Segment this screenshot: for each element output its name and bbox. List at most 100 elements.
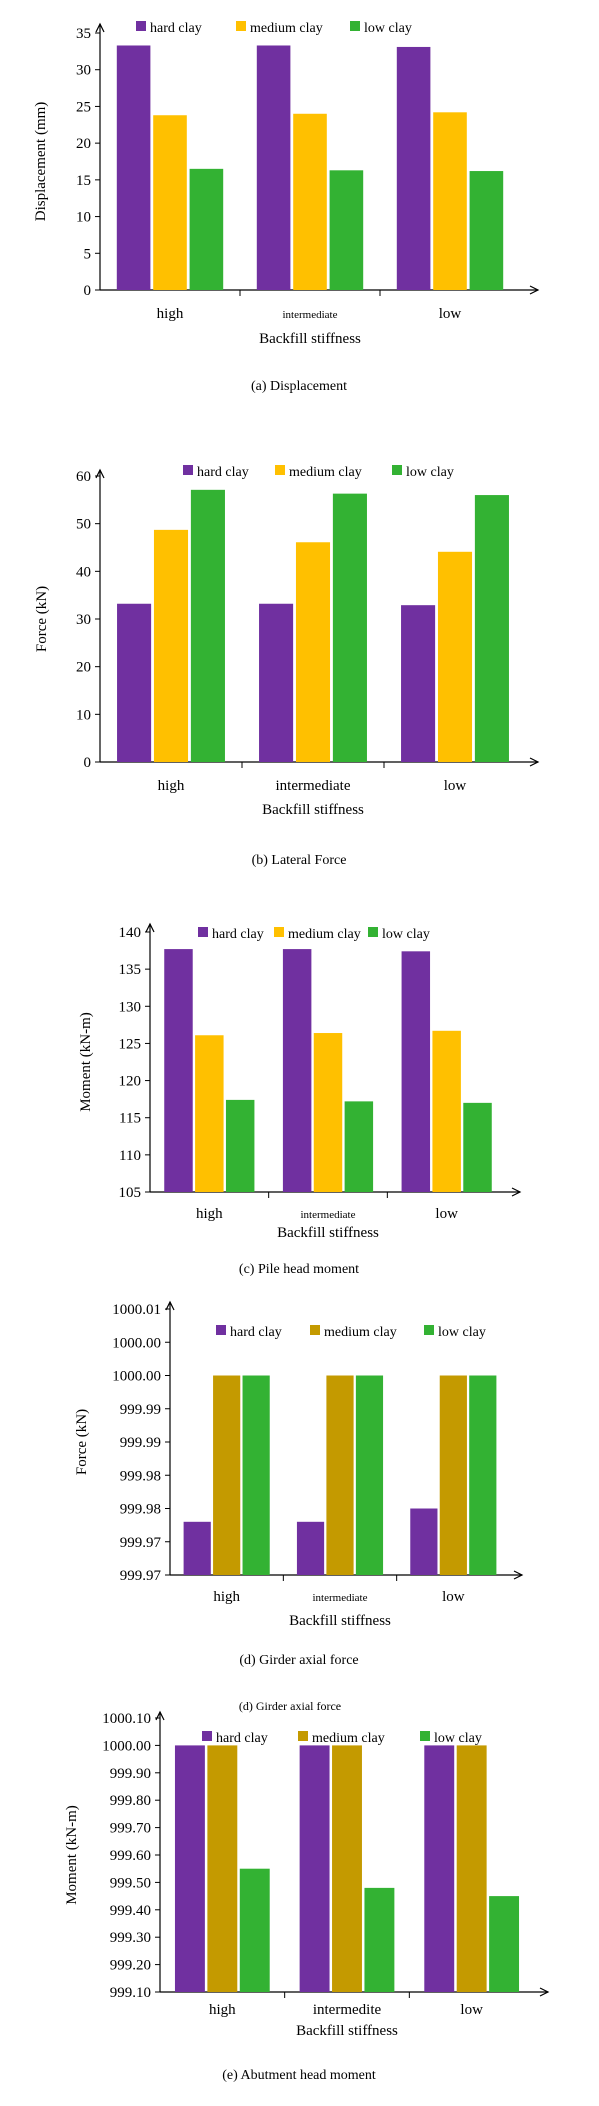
chart-panel-e: 999.10 999.20 999.30 999.40 999.50 999.60 999.…: [64, 1710, 550, 2083]
y-axis-arrow: [145, 922, 155, 933]
y-axis-arrow: [95, 22, 105, 33]
legend-label: low clay: [434, 1731, 482, 1746]
legend-swatch: [274, 927, 284, 937]
x-category-label: intermediate: [283, 309, 338, 321]
y-tick-label: 0: [84, 755, 92, 771]
y-tick-label: 50: [76, 517, 91, 533]
y-tick-label: 999.20: [110, 1958, 151, 1974]
legend-swatch: [198, 927, 208, 937]
legend-label: medium clay: [288, 927, 361, 942]
bar-low-clay-high: [190, 489, 225, 762]
bar-hard-clay-intermedite: [299, 1745, 330, 1992]
legend-label: medium clay: [324, 1325, 397, 1340]
bar-low-clay-low: [489, 1896, 520, 1992]
bar-medium-clay-high: [153, 115, 187, 291]
legend-label: low clay: [438, 1325, 486, 1340]
y-tick-label: 115: [119, 1111, 141, 1127]
y-tick-label: 30: [76, 612, 91, 628]
y-tick-label: 1000.00: [102, 1738, 151, 1754]
x-category-label: high: [158, 778, 185, 794]
bar-low-clay-intermedite: [364, 1887, 395, 1992]
bar-hard-clay-high: [183, 1521, 211, 1575]
figure-caption: (e) Abutment head moment: [222, 2068, 376, 2083]
y-tick-label: 125: [119, 1036, 142, 1052]
bar-low-clay-low: [474, 495, 509, 762]
bar-medium-clay-low: [456, 1745, 487, 1992]
legend-label: low clay: [406, 465, 454, 480]
y-tick-label: 1000.10: [102, 1711, 151, 1727]
y-tick-label: 60: [76, 469, 91, 485]
y-axis-title: Displacement (mm): [33, 102, 49, 222]
figure-caption: (c) Pile head moment: [239, 1262, 359, 1277]
y-tick-label: 999.99: [120, 1435, 161, 1451]
extra-caption: (d) Girder axial force: [239, 1699, 341, 1713]
bar-hard-clay-low: [401, 605, 436, 762]
bar-medium-clay-intermedite: [332, 1745, 362, 1992]
x-axis-title: Backfill stiffness: [289, 1613, 391, 1629]
y-tick-label: 999.98: [120, 1468, 161, 1484]
bar-hard-clay-low: [396, 46, 431, 290]
y-tick-label: 25: [76, 99, 91, 115]
x-axis-arrow: [529, 757, 540, 767]
legend-label: medium clay: [312, 1731, 385, 1746]
x-category-label: low: [439, 306, 462, 322]
x-axis-arrow: [539, 1987, 550, 1997]
bar-hard-clay-high: [174, 1745, 205, 1992]
y-tick-label: 140: [119, 925, 142, 941]
bar-hard-clay-high: [117, 603, 152, 762]
bar-medium-clay-intermediate: [313, 1033, 343, 1192]
bar-hard-clay-high: [116, 45, 151, 291]
y-tick-label: 135: [119, 962, 142, 978]
legend-label: hard clay: [150, 21, 202, 36]
y-tick-label: 999.99: [120, 1402, 161, 1418]
bar-medium-clay-high: [195, 1035, 224, 1192]
x-category-label: high: [157, 306, 184, 322]
x-axis-arrow: [529, 285, 540, 295]
x-category-label: high: [209, 2002, 236, 2018]
legend-label: hard clay: [230, 1325, 282, 1340]
x-axis-title: Backfill stiffness: [277, 1225, 379, 1241]
bar-hard-clay-intermediate: [296, 1521, 325, 1575]
x-category-label: intermediate: [313, 1592, 368, 1604]
legend-swatch: [368, 927, 378, 937]
y-tick-label: 999.30: [110, 1930, 151, 1946]
x-category-label: low: [442, 1589, 465, 1605]
y-tick-label: 120: [119, 1074, 142, 1090]
y-tick-label: 40: [76, 564, 91, 580]
y-axis-arrow: [165, 1300, 175, 1311]
y-tick-label: 999.60: [110, 1848, 151, 1864]
legend-swatch: [216, 1325, 226, 1335]
bar-low-clay-intermediate: [329, 170, 364, 290]
bar-low-clay-low: [469, 171, 504, 290]
y-tick-label: 999.10: [110, 1985, 151, 2001]
legend-swatch: [392, 465, 402, 475]
y-tick-label: 999.40: [110, 1903, 151, 1919]
y-tick-label: 105: [119, 1185, 142, 1201]
bar-medium-clay-intermediate: [293, 113, 327, 291]
legend-swatch: [424, 1325, 434, 1335]
y-tick-label: 10: [76, 707, 91, 723]
bar-medium-clay-low: [439, 1375, 467, 1575]
chart-panel-b: 0 10 20 30 40 50 60 high intermediate low Backfill…: [34, 465, 540, 868]
y-tick-label: 35: [76, 26, 91, 42]
bar-low-clay-high: [189, 168, 224, 290]
x-category-label: low: [460, 2002, 483, 2018]
bar-medium-clay-intermediate: [326, 1375, 354, 1575]
bar-medium-clay-intermediate: [295, 542, 331, 762]
y-tick-label: 15: [76, 173, 91, 189]
legend-swatch: [350, 21, 360, 31]
y-axis-title: Force (kN): [74, 1409, 90, 1475]
chart-panel-c: 105 110 115 120 125 130 135 140 high intermediate…: [78, 922, 522, 1277]
bar-low-clay-intermediate: [332, 493, 367, 762]
bar-low-clay-intermediate: [344, 1101, 374, 1192]
bar-low-clay-low: [469, 1375, 497, 1575]
legend-label: low clay: [364, 21, 412, 36]
y-tick-label: 20: [76, 136, 91, 152]
legend-label: hard clay: [197, 465, 249, 480]
x-category-label: low: [444, 778, 467, 794]
bar-hard-clay-low: [424, 1745, 455, 1992]
y-tick-label: 999.80: [110, 1793, 151, 1809]
y-tick-label: 1000.00: [112, 1335, 161, 1351]
x-axis-title: Backfill stiffness: [262, 802, 364, 818]
bar-hard-clay-high: [164, 949, 193, 1192]
